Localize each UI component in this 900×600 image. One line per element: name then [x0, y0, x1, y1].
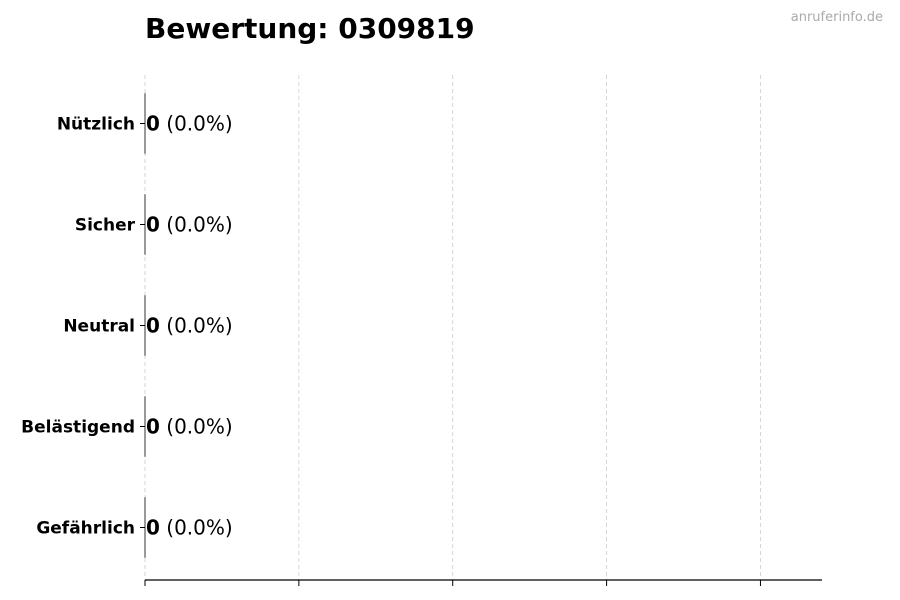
chart-title: Bewertung: 0309819 — [145, 12, 475, 45]
data-label: 0 (0.0%) — [146, 314, 233, 338]
y-tick-label: Gefährlich — [36, 519, 135, 539]
data-label-percent: (0.0%) — [160, 112, 233, 136]
data-label: 0 (0.0%) — [146, 415, 233, 439]
data-label-count: 0 — [146, 516, 160, 540]
data-label: 0 (0.0%) — [146, 112, 233, 136]
data-label-percent: (0.0%) — [160, 516, 233, 540]
data-label-count: 0 — [146, 213, 160, 237]
data-label-count: 0 — [146, 112, 160, 136]
data-label-count: 0 — [146, 415, 160, 439]
y-tick-label: Belästigend — [21, 418, 135, 438]
data-label-percent: (0.0%) — [160, 213, 233, 237]
data-label-count: 0 — [146, 314, 160, 338]
watermark: anruferinfo.de — [790, 10, 883, 25]
data-label-percent: (0.0%) — [160, 314, 233, 338]
data-label: 0 (0.0%) — [146, 516, 233, 540]
data-label: 0 (0.0%) — [146, 213, 233, 237]
y-tick-label: Nützlich — [57, 115, 135, 135]
data-label-percent: (0.0%) — [160, 415, 233, 439]
y-tick-label: Neutral — [63, 317, 135, 337]
y-tick-label: Sicher — [75, 216, 136, 236]
